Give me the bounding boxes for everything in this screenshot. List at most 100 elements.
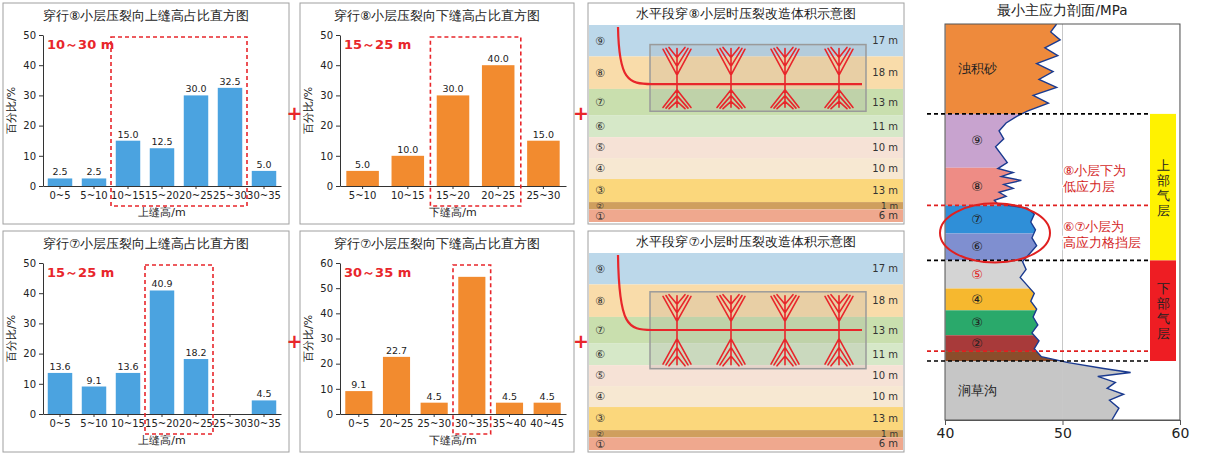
panel-title: 水平段穿⑦小层时压裂改造体积示意图 xyxy=(636,234,855,249)
y-axis: 01020304050 xyxy=(23,30,43,192)
gas-layer-char: 层 xyxy=(1157,326,1170,341)
layer-thickness: 10 m xyxy=(872,370,898,381)
highlight-box xyxy=(145,265,213,434)
y-tick-label: 50 xyxy=(320,30,333,41)
x-tick-label: 20~25 xyxy=(179,418,213,429)
bar xyxy=(184,359,208,414)
y-tick: 30 xyxy=(23,318,43,329)
x-tick-mark xyxy=(60,414,61,417)
y-tick: 0 xyxy=(327,409,340,420)
layer xyxy=(589,115,903,137)
x-tick: 25~30 xyxy=(417,414,451,429)
data-label: 30.0 xyxy=(442,83,463,94)
x-tick-label: 0~5 xyxy=(49,190,70,201)
y-tick-mark xyxy=(39,126,43,127)
y-tick-label: 20 xyxy=(320,358,333,369)
y-tick-label: 0 xyxy=(327,181,333,192)
gas-layer-char: 下 xyxy=(1157,281,1170,296)
layer-thickness: 10 m xyxy=(872,142,898,153)
x-tick-mark xyxy=(60,186,61,189)
layer-thickness: 17 m xyxy=(872,263,898,274)
layer-label: ⑥ xyxy=(595,120,605,133)
panel-title: 穿行⑧小层压裂向上缝高占比直方图 xyxy=(43,8,249,23)
fracture xyxy=(717,47,745,108)
y-tick-mark xyxy=(39,95,43,96)
x-tick: 60 xyxy=(1172,420,1190,441)
y-tick-label: 40 xyxy=(320,60,333,71)
panel-frame xyxy=(3,3,289,224)
layer xyxy=(589,407,903,430)
data-label: 22.7 xyxy=(386,345,407,356)
x-tick-mark xyxy=(471,414,472,417)
y-axis: 01020304050 xyxy=(23,258,43,420)
schematic-panel: 水平段穿⑦小层时压裂改造体积示意图⑨17 m⑧18 m⑦13 m⑥11 m⑤10… xyxy=(588,231,904,452)
bar xyxy=(116,141,140,186)
panel-frame xyxy=(588,231,904,452)
histogram-panel: 穿行⑧小层压裂向上缝高占比直方图01020304050 0~5 5~10 10~151… xyxy=(3,3,289,224)
y-tick: 0 xyxy=(30,409,43,420)
x-tick-mark xyxy=(543,186,544,189)
x-tick-mark xyxy=(498,186,499,189)
stratum-label: ⑤ xyxy=(971,267,983,282)
y-tick-label: 50 xyxy=(23,30,36,41)
gas-layer-char: 上 xyxy=(1157,158,1170,173)
panel-frame xyxy=(3,231,289,452)
annotation: ⑧小层下为 xyxy=(1063,163,1126,178)
bars xyxy=(48,88,276,186)
x-tick-label: 10~15 xyxy=(391,190,425,201)
x-tick-mark xyxy=(128,414,129,417)
stratum-label: ⑦ xyxy=(971,212,983,227)
x-tick-label: 15~20 xyxy=(145,190,179,201)
x-tick-mark xyxy=(396,414,397,417)
data-label: 4.5 xyxy=(427,391,442,402)
layer xyxy=(589,158,903,179)
boundary-line xyxy=(927,205,1148,207)
boundary-line xyxy=(927,260,1148,262)
y-tick-mark xyxy=(39,354,43,355)
layer-thickness: 11 m xyxy=(872,349,898,360)
y-tick-mark xyxy=(39,384,43,385)
x-tick: 10~15 xyxy=(111,414,145,429)
data-label: 4.5 xyxy=(502,391,517,402)
y-tick: 40 xyxy=(23,288,43,299)
x-tick-label: 25~30 xyxy=(417,418,451,429)
y-axis-title: 百分比/% xyxy=(5,87,18,134)
boundary-line xyxy=(927,350,1148,352)
layer xyxy=(589,202,903,209)
y-tick-label: 10 xyxy=(23,379,36,390)
gas-layer-char: 层 xyxy=(1157,203,1170,218)
x-tick-label: 0~5 xyxy=(348,418,369,429)
highlight-box xyxy=(111,37,247,206)
x-tick: 10~15 xyxy=(111,186,145,201)
layer-thickness: 10 m xyxy=(872,391,898,402)
x-tick-label: 30~35 xyxy=(247,190,281,201)
x-axis-title: 下缝高/m xyxy=(429,434,476,447)
x-tick: 40 xyxy=(937,420,955,441)
x-tick-mark xyxy=(264,186,265,189)
stratum-label: ④ xyxy=(971,292,983,307)
x-axis: 0~55~1010~1515~2020~2525~3030~35 xyxy=(44,414,282,429)
panel-title: 穿行⑧小层压裂向下缝高占比直方图 xyxy=(334,8,540,23)
data-label: 4.5 xyxy=(540,391,555,402)
x-tick: 40~45 xyxy=(530,414,564,429)
layer-thickness: 6 m xyxy=(879,210,898,221)
layer-label: ⑨ xyxy=(595,35,605,48)
data-label: 15.0 xyxy=(533,129,554,140)
y-tick: 10 xyxy=(320,151,340,162)
layer-thickness: 13 m xyxy=(872,97,898,108)
bar xyxy=(184,95,208,186)
x-axis-title: 上缝高/m xyxy=(138,206,185,219)
bar xyxy=(383,357,410,414)
y-tick-mark xyxy=(336,65,340,66)
layer-label: ④ xyxy=(595,162,605,175)
layer-thickness: 13 m xyxy=(872,413,898,424)
x-tick-mark xyxy=(434,414,435,417)
x-tick: 20~25 xyxy=(380,414,414,429)
stratum-label: 浊积砂 xyxy=(958,61,997,76)
x-tick-label: 5~10 xyxy=(80,190,107,201)
y-tick-mark xyxy=(336,313,340,314)
gas-layer-char: 气 xyxy=(1157,311,1170,326)
bar xyxy=(48,373,72,414)
x-tick-mark xyxy=(196,186,197,189)
y-axis-line xyxy=(43,264,44,415)
